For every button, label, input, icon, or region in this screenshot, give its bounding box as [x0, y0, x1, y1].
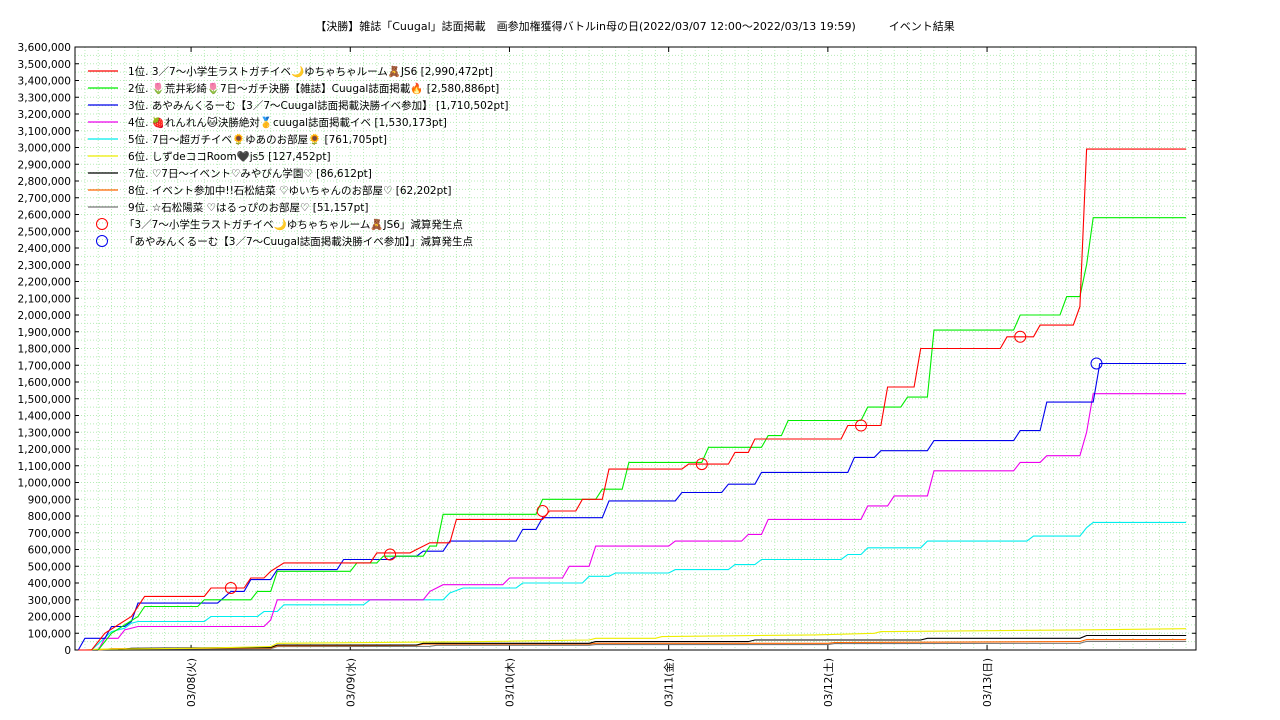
x-tick-label: 03/12(土) — [822, 658, 835, 707]
legend-label: 7位. ♡7日〜イベント♡みやびん学園♡ [86,612pt] — [128, 167, 372, 180]
legend-label: 5位. 7日〜超ガチイベ🌻ゆあのお部屋🌻 [761,705pt] — [128, 133, 387, 146]
y-tick-label: 1,500,000 — [18, 394, 71, 406]
y-tick-label: 2,400,000 — [18, 243, 71, 255]
y-tick-label: 2,000,000 — [18, 310, 71, 322]
y-tick-label: 400,000 — [28, 578, 71, 590]
y-tick-label: 3,400,000 — [18, 76, 71, 88]
y-tick-label: 1,000,000 — [18, 478, 71, 490]
y-tick-label: 2,300,000 — [18, 260, 71, 272]
chart-title: 【決勝】雑誌「Cuugal」誌面掲載 画参加権獲得バトルin母の日(2022/0… — [315, 19, 955, 33]
y-tick-label: 2,700,000 — [18, 193, 71, 205]
y-tick-label: 1,900,000 — [18, 327, 71, 339]
x-axis: 03/08(火) 03/09(水) 03/10(木) 03/11(金) 03/12(土)… — [186, 47, 994, 707]
y-tick-label: 3,500,000 — [18, 59, 71, 71]
x-tick-label: 03/08(火) — [186, 658, 198, 707]
y-tick-label: 1,400,000 — [18, 411, 71, 423]
y-tick-label: 2,600,000 — [18, 210, 71, 222]
y-tick-label: 2,900,000 — [18, 159, 71, 171]
legend-label: 4位. 🍓れんれん🐱決勝絶対🥇cuugal誌面掲載イベ [1,530,173pt… — [128, 116, 447, 129]
grid-lines — [75, 47, 1196, 650]
legend-label: 8位. イベント参加中!!石松結菜 ♡ゆいちゃんのお部屋♡ [62,202pt] — [128, 184, 452, 197]
y-tick-label: 600,000 — [28, 545, 71, 557]
legend-label: 9位. ☆石松陽菜 ♡はるっぴのお部屋♡ [51,157pt] — [128, 201, 368, 214]
y-tick-label: 1,100,000 — [18, 461, 71, 473]
deduction-marker — [695, 458, 708, 471]
x-tick-label: 03/11(金) — [663, 658, 676, 707]
y-tick-label: 800,000 — [28, 511, 71, 523]
y-tick-label: 1,600,000 — [18, 377, 71, 389]
y-tick-label: 1,700,000 — [18, 360, 71, 372]
y-tick-label: 300,000 — [28, 595, 71, 607]
y-tick-label: 3,300,000 — [18, 92, 71, 104]
y-tick-label: 100,000 — [28, 628, 71, 640]
y-tick-label: 200,000 — [28, 612, 71, 624]
y-tick-label: 2,100,000 — [18, 293, 71, 305]
x-tick-label: 03/09(水) — [345, 658, 357, 707]
legend-label: 「あやみんくるーむ【3／7〜Cuugal誌面掲載決勝イベ参加】」減算発生点 — [124, 235, 473, 248]
deduction-marker — [224, 582, 237, 595]
deduction-marker — [1090, 357, 1103, 370]
legend-marker — [96, 235, 108, 247]
y-tick-label: 3,200,000 — [18, 109, 71, 121]
series-line — [78, 148, 1187, 651]
series-line — [118, 634, 1187, 651]
y-tick-label: 3,600,000 — [18, 42, 71, 54]
y-tick-label: 2,800,000 — [18, 176, 71, 188]
legend: 1位. 3／7〜小学生ラストガチイベ🌙ゆちゃちゃルーム🧸JS6 [2,990,4… — [88, 65, 508, 248]
y-tick-label: 2,500,000 — [18, 226, 71, 238]
y-tick-label: 0 — [64, 645, 71, 657]
x-tick-label: 03/13(日) — [982, 658, 994, 707]
y-tick-label: 3,100,000 — [18, 126, 71, 138]
legend-label: 6位. しずdeココRoom🖤js5 [127,452pt] — [128, 150, 331, 163]
deduction-markers — [224, 330, 1103, 595]
deduction-marker — [384, 548, 397, 561]
y-tick-label: 1,800,000 — [18, 344, 71, 356]
y-tick-label: 2,200,000 — [18, 277, 71, 289]
y-axis: 0 100,000 200,000 300,000 400,000 500,000 600,… — [18, 42, 1196, 657]
deduction-marker — [536, 504, 549, 517]
series-line — [77, 362, 1187, 651]
y-tick-label: 700,000 — [28, 528, 71, 540]
y-tick-label: 1,200,000 — [18, 444, 71, 456]
deduction-marker — [1014, 330, 1027, 343]
series-line — [98, 640, 1187, 651]
series-line — [91, 521, 1187, 651]
series-line — [97, 217, 1187, 651]
legend-label: 3位. あやみんくるーむ【3／7〜Cuugal誌面掲載決勝イベ参加】 [1,71… — [128, 99, 508, 112]
legend-label: 1位. 3／7〜小学生ラストガチイベ🌙ゆちゃちゃルーム🧸JS6 [2,990,4… — [128, 65, 493, 78]
x-tick-label: 03/10(木) — [504, 658, 516, 707]
legend-label: 「3／7〜小学生ラストガチイベ🌙ゆちゃちゃルーム🧸JS6」減算発生点 — [124, 218, 463, 231]
series-line — [84, 628, 1187, 651]
y-tick-label: 1,300,000 — [18, 427, 71, 439]
legend-marker — [96, 218, 108, 230]
legend-label: 2位. 🌷荒井彩綺🌷7日〜ガチ決勝【雑誌】Cuugal誌面掲載🔥 [2,580,… — [128, 82, 499, 95]
y-tick-label: 3,000,000 — [18, 143, 71, 155]
series-lines — [77, 148, 1187, 651]
deduction-marker — [855, 419, 868, 432]
series-line — [97, 393, 1187, 651]
y-tick-label: 500,000 — [28, 561, 71, 573]
y-tick-label: 900,000 — [28, 494, 71, 506]
